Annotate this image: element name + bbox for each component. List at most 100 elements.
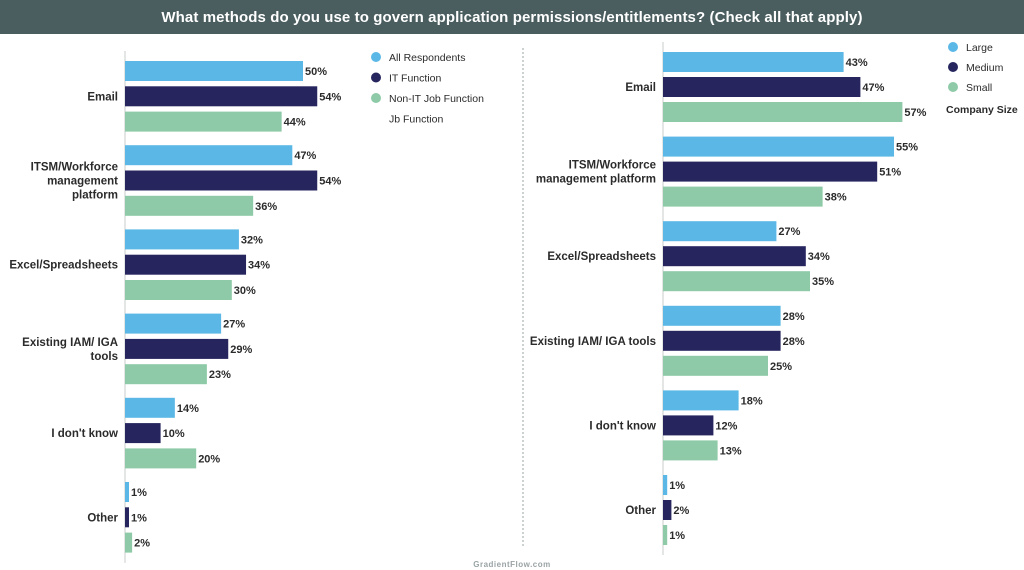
bar <box>663 102 903 122</box>
bar <box>125 313 222 334</box>
bar <box>125 61 303 81</box>
category-label: tools <box>91 351 118 363</box>
legend-entry: All Respondents <box>389 52 465 64</box>
data-label: 27% <box>778 226 800 238</box>
data-label: 47% <box>862 82 884 94</box>
data-label: 10% <box>163 428 185 440</box>
bar <box>125 338 229 359</box>
chart-title: What methods do you use to govern applic… <box>0 0 1024 34</box>
bar <box>663 330 781 351</box>
data-label: 44% <box>284 117 306 129</box>
data-label: 1% <box>669 530 685 542</box>
bar <box>125 507 129 528</box>
bar <box>125 423 161 444</box>
legend-title: Company Size <box>946 104 1018 116</box>
bar <box>125 229 239 250</box>
bar <box>125 532 133 553</box>
bar <box>663 77 861 97</box>
data-label: 25% <box>770 361 792 373</box>
data-label: 34% <box>808 251 830 263</box>
bar <box>125 86 318 107</box>
bar <box>663 475 668 495</box>
legend-marker <box>948 42 958 52</box>
data-label: 32% <box>241 234 263 246</box>
data-label: 57% <box>904 107 926 119</box>
bar <box>663 305 781 326</box>
data-label: 12% <box>715 420 737 432</box>
bar <box>663 161 878 182</box>
data-label: 54% <box>319 176 341 188</box>
bar <box>125 364 207 385</box>
data-label: 1% <box>131 512 147 524</box>
category-label: management platform <box>536 174 656 186</box>
bar <box>663 186 823 207</box>
category-label: management <box>47 176 118 188</box>
data-label: 30% <box>234 285 256 297</box>
data-label: 1% <box>669 480 685 492</box>
category-label: I don't know <box>589 420 656 432</box>
data-label: 23% <box>209 369 231 381</box>
legend-marker <box>371 72 381 83</box>
bar <box>663 440 718 461</box>
data-label: 18% <box>741 395 763 407</box>
bar <box>663 221 777 242</box>
data-label: 43% <box>846 57 868 69</box>
category-label: I don't know <box>51 428 118 440</box>
data-label: 29% <box>230 344 252 356</box>
legend-marker <box>948 62 958 72</box>
bar <box>663 355 768 376</box>
data-label: 36% <box>255 201 277 213</box>
data-label: 38% <box>825 192 847 204</box>
data-label: 2% <box>673 505 689 517</box>
bar <box>125 482 129 502</box>
category-label: Other <box>87 512 118 524</box>
bar <box>663 500 672 520</box>
data-label: 2% <box>134 538 150 550</box>
data-label: 55% <box>896 142 918 154</box>
data-label: 54% <box>319 91 341 103</box>
category-label: platform <box>72 190 118 202</box>
data-label: 35% <box>812 276 834 288</box>
legend-entry: Small <box>966 82 992 94</box>
legend-entry: IT Function <box>389 73 441 85</box>
data-label: 14% <box>177 403 199 415</box>
legend-entry: Non-IT Job Function <box>389 93 484 105</box>
bar <box>663 415 714 436</box>
bar <box>663 52 844 72</box>
bar <box>125 170 318 191</box>
bar <box>663 246 806 267</box>
category-label: Existing IAM/ IGA tools <box>530 336 656 348</box>
legend-entry: Medium <box>966 62 1004 74</box>
legend-extra: Jb Function <box>389 114 443 126</box>
bar <box>125 280 232 300</box>
legend-marker <box>371 52 381 62</box>
data-label: 13% <box>720 445 742 457</box>
data-label: 20% <box>198 453 220 465</box>
bar <box>125 448 197 469</box>
data-label: 50% <box>305 66 327 78</box>
legend-entry: Large <box>966 42 993 54</box>
data-label: 34% <box>248 260 270 272</box>
category-label: ITSM/Workforce <box>569 160 656 172</box>
bar <box>125 145 293 166</box>
category-label: Email <box>625 82 656 94</box>
category-label: ITSM/Workforce <box>31 162 118 174</box>
legend-marker <box>371 93 381 103</box>
data-label: 1% <box>131 487 147 499</box>
data-label: 47% <box>294 150 316 162</box>
bar <box>663 390 739 411</box>
category-label: Email <box>87 91 118 103</box>
data-label: 51% <box>879 167 901 179</box>
bar <box>663 271 810 292</box>
data-label: 27% <box>223 319 245 331</box>
bar <box>125 111 282 132</box>
bar <box>663 136 894 157</box>
bar <box>663 525 668 545</box>
bar <box>125 254 247 275</box>
category-label: Excel/Spreadsheets <box>9 260 118 272</box>
category-label: Other <box>625 505 656 517</box>
source-footer: GradientFlow.com <box>473 560 551 569</box>
category-label: Excel/Spreadsheets <box>547 251 656 263</box>
data-label: 28% <box>783 311 805 323</box>
